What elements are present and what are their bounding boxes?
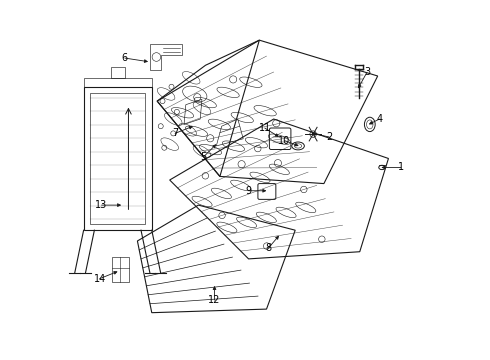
Text: 10: 10: [278, 136, 291, 145]
Text: 13: 13: [96, 200, 108, 210]
Text: 6: 6: [122, 53, 128, 63]
Text: 14: 14: [94, 274, 106, 284]
Text: 7: 7: [172, 129, 178, 138]
Text: 5: 5: [200, 152, 207, 162]
Text: 9: 9: [245, 186, 252, 196]
Text: 4: 4: [376, 114, 383, 124]
Text: 8: 8: [265, 243, 271, 253]
Text: 12: 12: [208, 295, 220, 305]
Text: 2: 2: [326, 132, 332, 142]
Text: 11: 11: [259, 123, 271, 133]
Text: 1: 1: [398, 162, 404, 172]
Text: 3: 3: [364, 67, 370, 77]
